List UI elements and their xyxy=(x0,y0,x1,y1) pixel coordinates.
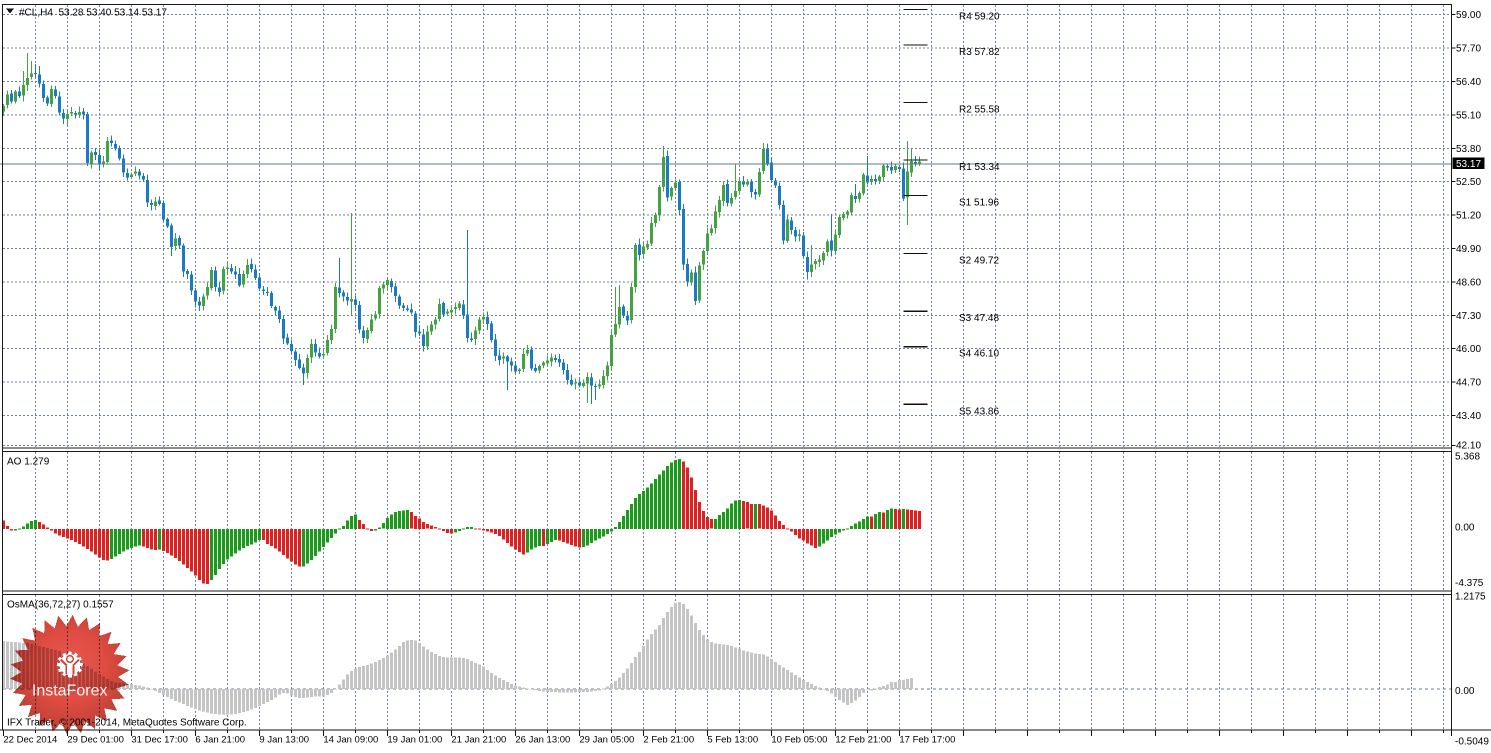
svg-text:48.60: 48.60 xyxy=(1456,277,1481,288)
svg-text:-0.5049: -0.5049 xyxy=(1455,737,1489,748)
svg-text:OsMA(36,72,27) 0.1557: OsMA(36,72,27) 0.1557 xyxy=(7,600,114,611)
svg-text:56.40: 56.40 xyxy=(1456,77,1481,88)
svg-text:29 Dec 01:00: 29 Dec 01:00 xyxy=(67,735,124,746)
svg-text:44.70: 44.70 xyxy=(1456,378,1481,389)
svg-text:6 Jan 21:00: 6 Jan 21:00 xyxy=(195,735,245,746)
svg-text:S2 49.72: S2 49.72 xyxy=(959,256,999,267)
svg-text:AO 1.279: AO 1.279 xyxy=(7,457,50,468)
svg-text:22 Dec 2014: 22 Dec 2014 xyxy=(3,735,57,746)
svg-text:14 Jan 09:00: 14 Jan 09:00 xyxy=(323,735,378,746)
svg-text:-4.375: -4.375 xyxy=(1455,578,1484,589)
svg-text:0.00: 0.00 xyxy=(1455,686,1475,697)
svg-text:S5 43.86: S5 43.86 xyxy=(959,406,999,417)
svg-text:R4 59.20: R4 59.20 xyxy=(959,12,1000,23)
svg-text:46.00: 46.00 xyxy=(1456,344,1481,355)
svg-text:IFX Trader, © 2001-2014, MetaQ: IFX Trader, © 2001-2014, MetaQuotes Soft… xyxy=(7,718,247,729)
svg-text:59.00: 59.00 xyxy=(1456,10,1481,21)
svg-text:#CL,H4 53.28 53.40 53.14 53.1: #CL,H4 53.28 53.40 53.14 53.17 xyxy=(19,8,167,19)
svg-text:R3 57.82: R3 57.82 xyxy=(959,47,1000,58)
svg-text:21 Jan 21:00: 21 Jan 21:00 xyxy=(451,735,506,746)
svg-text:0.00: 0.00 xyxy=(1455,523,1475,534)
svg-text:2 Feb 21:00: 2 Feb 21:00 xyxy=(643,735,694,746)
svg-text:19 Jan 01:00: 19 Jan 01:00 xyxy=(387,735,442,746)
svg-text:51.20: 51.20 xyxy=(1456,211,1481,222)
svg-text:55.10: 55.10 xyxy=(1456,110,1481,121)
svg-text:9 Jan 13:00: 9 Jan 13:00 xyxy=(259,735,309,746)
svg-text:29 Jan 05:00: 29 Jan 05:00 xyxy=(579,735,634,746)
svg-text:10 Feb 05:00: 10 Feb 05:00 xyxy=(771,735,827,746)
svg-text:26 Jan 13:00: 26 Jan 13:00 xyxy=(515,735,570,746)
svg-text:52.50: 52.50 xyxy=(1456,177,1481,188)
svg-text:42.10: 42.10 xyxy=(1456,441,1481,452)
svg-text:5.368: 5.368 xyxy=(1455,452,1480,463)
svg-text:43.40: 43.40 xyxy=(1456,411,1481,422)
svg-text:12 Feb 21:00: 12 Feb 21:00 xyxy=(835,735,891,746)
svg-text:R1 53.34: R1 53.34 xyxy=(959,162,1000,173)
svg-text:R2 55.58: R2 55.58 xyxy=(959,105,1000,116)
svg-text:InstaForex: InstaForex xyxy=(32,683,108,700)
svg-text:31 Dec 17:00: 31 Dec 17:00 xyxy=(131,735,188,746)
svg-text:S3 47.48: S3 47.48 xyxy=(959,313,999,324)
svg-text:17 Feb 17:00: 17 Feb 17:00 xyxy=(899,735,955,746)
svg-text:S4 46.10: S4 46.10 xyxy=(959,349,999,360)
svg-text:57.70: 57.70 xyxy=(1456,44,1481,55)
svg-text:5 Feb 13:00: 5 Feb 13:00 xyxy=(707,735,758,746)
svg-text:1.2175: 1.2175 xyxy=(1455,592,1486,603)
svg-text:S1 51.96: S1 51.96 xyxy=(959,198,999,209)
svg-text:53.80: 53.80 xyxy=(1456,144,1481,155)
svg-text:47.30: 47.30 xyxy=(1456,311,1481,322)
svg-text:53.17: 53.17 xyxy=(1456,159,1481,170)
svg-text:49.90: 49.90 xyxy=(1456,244,1481,255)
